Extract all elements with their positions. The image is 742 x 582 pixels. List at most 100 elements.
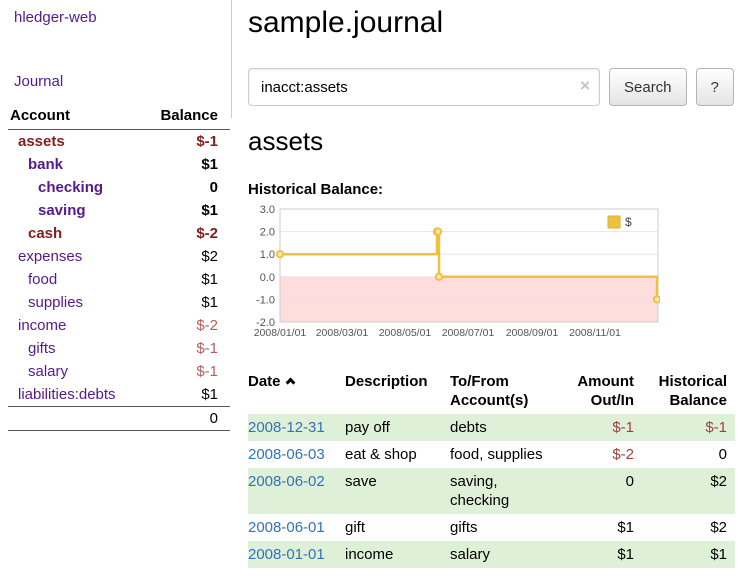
- search-bar: × Search ?: [248, 68, 742, 106]
- account-link[interactable]: bank: [28, 156, 64, 173]
- account-row: supplies $1: [8, 291, 230, 314]
- register-accounts: salary: [450, 541, 560, 568]
- svg-text:2008/07/01: 2008/07/01: [442, 327, 495, 339]
- search-button[interactable]: Search: [609, 68, 687, 106]
- svg-text:2008/09/01: 2008/09/01: [506, 327, 559, 339]
- register-column-header[interactable]: Date: [248, 370, 345, 414]
- account-balance: $2: [201, 248, 218, 265]
- sidebar-item-journal[interactable]: Journal: [14, 73, 64, 90]
- account-row: saving $1: [8, 199, 230, 222]
- account-row: assets $-1: [8, 130, 230, 154]
- register-description: gift: [345, 519, 366, 536]
- account-row: checking 0: [8, 176, 230, 199]
- account-row: food $1: [8, 268, 230, 291]
- register-historical-balance: $2: [710, 519, 727, 536]
- account-link[interactable]: salary: [28, 363, 69, 380]
- register-amount: $1: [617, 519, 634, 536]
- account-balance: $1: [201, 294, 218, 311]
- register-historical-balance: $-1: [642, 414, 735, 441]
- accounts-total-row: 0: [8, 406, 230, 431]
- page-title: sample.journal: [248, 6, 444, 39]
- svg-text:0.0: 0.0: [260, 272, 275, 284]
- accounts-header-row: Account Balance: [8, 104, 230, 130]
- register-row: 2008-12-31 pay off debts $-1 $-1: [248, 414, 735, 441]
- register-column-header: Historical Balance: [642, 370, 735, 414]
- search-input[interactable]: [248, 68, 600, 106]
- register-accounts: saving, checking: [450, 468, 560, 514]
- register-accounts: debts: [450, 414, 560, 441]
- account-link[interactable]: income: [18, 317, 67, 334]
- clear-search-icon[interactable]: ×: [580, 76, 590, 95]
- historical-balance-chart: 3.0 2.0 1.0 0.0 -1.0 -2.0 2008/01/01 2008/03/01…: [248, 204, 742, 356]
- register-column-label: Amount Out/In: [577, 373, 634, 409]
- account-balance: $-1: [196, 133, 218, 150]
- register-amount: $1: [560, 541, 642, 568]
- help-button[interactable]: ?: [695, 68, 734, 106]
- register-table: Date Description To/From Account(s) Amount …: [248, 370, 735, 568]
- chart-title: Historical Balance:: [248, 181, 384, 198]
- account-link[interactable]: checking: [38, 179, 104, 196]
- register-description: income: [345, 541, 450, 568]
- account-row: income $-2: [8, 314, 230, 337]
- account-row: cash $-2: [8, 222, 230, 245]
- accounts-header-balance: Balance: [141, 104, 230, 130]
- register-description: eat & shop: [345, 446, 417, 463]
- accounts-total-balance: 0: [8, 406, 230, 431]
- account-heading: assets: [248, 126, 324, 156]
- svg-text:2008/11/01: 2008/11/01: [569, 327, 621, 339]
- account-balance: $1: [201, 271, 218, 288]
- register-date-link[interactable]: 2008-06-02: [248, 473, 325, 490]
- svg-text:3.0: 3.0: [260, 205, 275, 216]
- account-balance: $1: [201, 202, 218, 219]
- accounts-header-account: Account: [8, 104, 142, 130]
- account-link[interactable]: saving: [38, 202, 86, 219]
- account-row: salary $-1: [8, 360, 230, 383]
- register-amount: $-2: [612, 446, 634, 463]
- register-description: save: [345, 468, 450, 514]
- account-link[interactable]: assets: [18, 133, 65, 150]
- account-balance: $-1: [196, 340, 218, 357]
- register-description: pay off: [345, 414, 450, 441]
- register-date-link[interactable]: 2008-06-03: [248, 446, 325, 463]
- svg-text:2008/05/01: 2008/05/01: [379, 327, 432, 339]
- register-row: 2008-06-02 save saving, checking 0 $2: [248, 468, 735, 514]
- account-link[interactable]: liabilities:debts: [18, 386, 116, 403]
- account-balance: $1: [201, 156, 218, 173]
- register-column-label: To/From Account(s): [450, 373, 529, 409]
- account-link[interactable]: gifts: [28, 340, 56, 357]
- account-row: bank $1: [8, 153, 230, 176]
- register-amount: 0: [560, 468, 642, 514]
- register-column-label: Description: [345, 373, 428, 390]
- svg-text:$: $: [625, 215, 632, 229]
- app-brand-link[interactable]: hledger-web: [14, 9, 97, 26]
- register-date-link[interactable]: 2008-12-31: [248, 419, 325, 436]
- account-link[interactable]: expenses: [18, 248, 83, 265]
- sidebar: hledger-web Journal Account Balance asse…: [0, 0, 232, 431]
- account-link[interactable]: food: [28, 271, 58, 288]
- account-balance: $1: [201, 386, 218, 403]
- account-link[interactable]: cash: [28, 225, 63, 242]
- sort-ascending-icon: [285, 377, 295, 388]
- register-accounts: gifts: [450, 519, 478, 536]
- register-column-header: Amount Out/In: [560, 370, 642, 414]
- account-link[interactable]: supplies: [28, 294, 84, 311]
- account-balance: $-2: [196, 317, 218, 334]
- register-column-header: To/From Account(s): [450, 370, 560, 414]
- svg-text:1.0: 1.0: [260, 249, 275, 261]
- account-balance: $-2: [196, 225, 218, 242]
- register-date-link[interactable]: 2008-01-01: [248, 546, 325, 563]
- main-content: sample.journal × Search ? assets Histori…: [248, 0, 742, 568]
- search-box: ×: [248, 68, 600, 106]
- register-row: 2008-06-01 gift gifts $1 $2: [248, 514, 735, 541]
- register-column-label: Date: [248, 373, 281, 390]
- register-column-label: Historical Balance: [658, 373, 727, 409]
- register-date-link[interactable]: 2008-06-01: [248, 519, 325, 536]
- svg-text:-1.0: -1.0: [256, 294, 275, 306]
- account-row: expenses $2: [8, 245, 230, 268]
- sidebar-divider: [231, 0, 232, 118]
- svg-text:2008/01/01: 2008/01/01: [254, 327, 307, 339]
- register-historical-balance: $1: [642, 541, 735, 568]
- register-row: 2008-01-01 income salary $1 $1: [248, 541, 735, 568]
- account-row: liabilities:debts $1: [8, 383, 230, 407]
